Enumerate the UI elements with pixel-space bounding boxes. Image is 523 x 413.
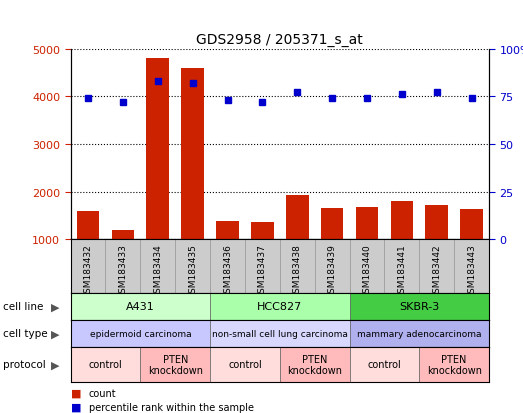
Bar bbox=[419, 240, 454, 293]
Text: count: count bbox=[89, 388, 117, 398]
Bar bbox=[210, 347, 280, 382]
Text: ▶: ▶ bbox=[51, 328, 59, 339]
Bar bbox=[349, 320, 489, 347]
Bar bbox=[460, 209, 483, 240]
Text: PTEN
knockdown: PTEN knockdown bbox=[147, 354, 203, 375]
Text: GSM183436: GSM183436 bbox=[223, 244, 232, 299]
Text: cell type: cell type bbox=[3, 328, 47, 339]
Text: ■: ■ bbox=[71, 388, 81, 398]
Bar bbox=[286, 196, 309, 240]
Bar bbox=[210, 293, 349, 320]
Text: mammary adenocarcinoma: mammary adenocarcinoma bbox=[357, 329, 482, 338]
Text: control: control bbox=[88, 359, 122, 370]
Bar bbox=[245, 240, 280, 293]
Text: GSM183433: GSM183433 bbox=[118, 244, 128, 299]
Text: HCC827: HCC827 bbox=[257, 301, 302, 312]
Text: GSM183439: GSM183439 bbox=[327, 244, 337, 299]
Title: GDS2958 / 205371_s_at: GDS2958 / 205371_s_at bbox=[197, 33, 363, 47]
Text: SKBR-3: SKBR-3 bbox=[399, 301, 439, 312]
Text: GSM183440: GSM183440 bbox=[362, 244, 371, 299]
Bar bbox=[419, 347, 489, 382]
Text: cell line: cell line bbox=[3, 301, 43, 312]
Text: GSM183434: GSM183434 bbox=[153, 244, 162, 299]
Text: ▶: ▶ bbox=[51, 301, 59, 312]
Bar bbox=[216, 221, 239, 240]
Text: percentile rank within the sample: percentile rank within the sample bbox=[89, 402, 254, 412]
Text: GSM183432: GSM183432 bbox=[84, 244, 93, 299]
Text: GSM183441: GSM183441 bbox=[397, 244, 406, 299]
Bar bbox=[280, 240, 315, 293]
Bar bbox=[77, 211, 99, 240]
Bar bbox=[106, 240, 140, 293]
Bar bbox=[146, 59, 169, 240]
Text: GSM183442: GSM183442 bbox=[432, 244, 441, 298]
Bar bbox=[210, 240, 245, 293]
Bar bbox=[425, 205, 448, 240]
Text: epidermoid carcinoma: epidermoid carcinoma bbox=[89, 329, 191, 338]
Bar bbox=[71, 320, 210, 347]
Bar bbox=[140, 347, 210, 382]
Bar bbox=[384, 240, 419, 293]
Text: protocol: protocol bbox=[3, 359, 46, 370]
Bar bbox=[71, 240, 106, 293]
Text: control: control bbox=[368, 359, 401, 370]
Bar bbox=[315, 240, 349, 293]
Text: control: control bbox=[228, 359, 262, 370]
Text: PTEN
knockdown: PTEN knockdown bbox=[287, 354, 342, 375]
Text: GSM183437: GSM183437 bbox=[258, 244, 267, 299]
Bar bbox=[391, 202, 413, 240]
Text: GSM183438: GSM183438 bbox=[293, 244, 302, 299]
Text: A431: A431 bbox=[126, 301, 155, 312]
Bar bbox=[349, 293, 489, 320]
Bar bbox=[210, 320, 349, 347]
Bar bbox=[175, 240, 210, 293]
Text: ■: ■ bbox=[71, 402, 81, 412]
Bar bbox=[251, 223, 274, 240]
Bar bbox=[356, 207, 378, 240]
Bar bbox=[71, 347, 140, 382]
Text: ▶: ▶ bbox=[51, 359, 59, 370]
Bar bbox=[111, 230, 134, 240]
Bar bbox=[140, 240, 175, 293]
Text: PTEN
knockdown: PTEN knockdown bbox=[427, 354, 482, 375]
Bar bbox=[349, 347, 419, 382]
Bar bbox=[280, 347, 349, 382]
Text: GSM183443: GSM183443 bbox=[467, 244, 476, 299]
Bar bbox=[454, 240, 489, 293]
Text: GSM183435: GSM183435 bbox=[188, 244, 197, 299]
Bar bbox=[321, 208, 344, 240]
Bar bbox=[181, 69, 204, 240]
Bar bbox=[349, 240, 384, 293]
Text: non-small cell lung carcinoma: non-small cell lung carcinoma bbox=[212, 329, 348, 338]
Bar bbox=[71, 293, 210, 320]
